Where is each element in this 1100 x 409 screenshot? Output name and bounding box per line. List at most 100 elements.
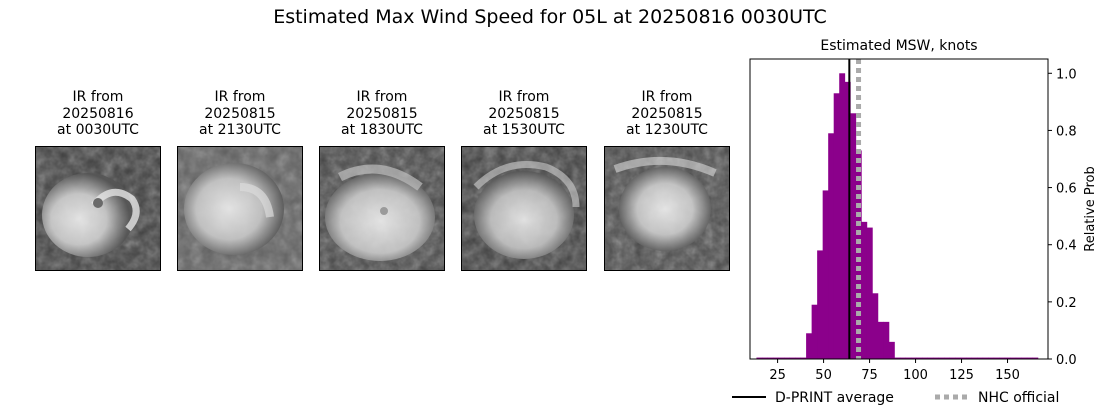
histogram-bar (800, 357, 807, 359)
x-tick-label: 25 (769, 368, 786, 383)
histogram-bar (877, 321, 884, 359)
ir-caption-line: IR from (214, 89, 266, 105)
histogram-bar (982, 357, 989, 359)
histogram-bar (883, 321, 890, 359)
legend-label: NHC official (978, 390, 1059, 406)
ir-caption-time: at 1230UTC (626, 122, 708, 138)
ir-panel: IR from 20250815 at 2130UTC (177, 89, 303, 271)
ir-caption: IR from 20250815 at 1230UTC (604, 89, 730, 141)
histogram-bar (817, 250, 824, 359)
histogram-bar (993, 357, 1000, 359)
histogram-bar (861, 221, 868, 359)
histogram-bar (933, 357, 939, 359)
ir-caption: IR from 20250815 at 2130UTC (177, 89, 303, 141)
histogram-bar (999, 357, 1006, 359)
histogram-bar (795, 357, 801, 359)
histogram-bar (938, 357, 945, 359)
ir-caption: IR from 20250816 at 0030UTC (35, 89, 161, 141)
x-tick-label: 150 (995, 368, 1020, 383)
histogram-bar (756, 357, 763, 359)
chart-title: Estimated MSW, knots (820, 38, 977, 54)
ir-caption-date: 20250815 (204, 105, 276, 122)
satellite-ir-image (35, 146, 161, 271)
y-tick-label: 1.0 (1056, 67, 1077, 82)
ir-caption-time: at 2130UTC (199, 122, 281, 138)
ir-panel: IR from 20250815 at 1230UTC (604, 89, 730, 271)
histogram-bar (955, 357, 962, 359)
histogram-bar (844, 81, 851, 359)
histogram-bar (949, 357, 956, 359)
ir-caption-time: at 0030UTC (57, 122, 139, 138)
histogram-bar (761, 357, 768, 359)
satellite-ir-image (604, 146, 730, 271)
ir-caption-time: at 1830UTC (341, 122, 423, 138)
histogram-bar (1010, 357, 1017, 359)
ir-caption-line: IR from (72, 89, 124, 105)
ir-caption-date: 20250815 (488, 105, 560, 122)
main-title: Estimated Max Wind Speed for 05L at 2025… (273, 6, 827, 28)
histogram-bar (872, 293, 879, 359)
histogram-bar (850, 113, 857, 360)
histogram-bar (772, 357, 779, 359)
histogram-bar (767, 357, 774, 359)
histogram-bar (894, 357, 901, 359)
histogram-bar (866, 227, 873, 359)
plot-frame (749, 58, 1049, 360)
histogram-bar (1026, 357, 1033, 359)
histogram-bars (756, 73, 1039, 360)
x-tick-label: 50 (815, 368, 832, 383)
histogram-bar (806, 333, 813, 359)
histogram-bar (916, 357, 923, 359)
histogram-bar (789, 357, 796, 359)
ir-caption: IR from 20250815 at 1530UTC (461, 89, 587, 141)
ir-caption-line: IR from (498, 89, 550, 105)
ir-caption-date: 20250816 (62, 105, 134, 122)
ir-panel: IR from 20250816 at 0030UTC (35, 89, 161, 271)
x-axis-ticks: 25 50 75 100 125 150 (769, 359, 1020, 383)
y-tick-label: 0.6 (1056, 182, 1077, 197)
histogram-bar (927, 357, 934, 359)
histogram-bar (1021, 357, 1028, 359)
histogram-bar (855, 150, 862, 359)
ir-caption-date: 20250815 (346, 105, 418, 122)
ir-caption-date: 20250815 (631, 105, 703, 122)
y-tick-label: 0.2 (1056, 296, 1077, 311)
ir-panel: IR from 20250815 at 1530UTC (461, 89, 587, 271)
reference-lines (848, 59, 862, 359)
ir-caption-line: IR from (356, 89, 408, 105)
x-tick-label: 75 (861, 368, 878, 383)
histogram-bar (910, 357, 917, 359)
histogram-bar (905, 357, 912, 359)
histogram-bar (888, 341, 895, 359)
ir-caption: IR from 20250815 at 1830UTC (319, 89, 445, 141)
ir-caption-line: IR from (641, 89, 693, 105)
histogram-bar (988, 357, 995, 359)
ir-panel: IR from 20250815 at 1830UTC (319, 89, 445, 271)
histogram-bar (1032, 357, 1039, 359)
histogram-bar (784, 357, 790, 359)
histogram-bar (966, 357, 973, 359)
histogram-bar (1015, 357, 1022, 359)
x-tick-label: 100 (903, 368, 928, 383)
y-axis-label: Relative Prob (1083, 166, 1098, 251)
y-tick-label: 0.4 (1056, 239, 1077, 254)
histogram-bar (921, 357, 928, 359)
histogram-bar (839, 73, 846, 360)
y-tick-label: 0.0 (1056, 353, 1077, 368)
histogram-bar (1004, 357, 1011, 359)
histogram-bar (944, 357, 950, 359)
histogram-bar (778, 357, 785, 359)
histogram-bar (822, 190, 829, 359)
histogram-bar (828, 133, 835, 359)
satellite-ir-image (461, 146, 587, 271)
y-axis-ticks: 0.0 0.2 0.4 0.6 0.8 1.0 (1048, 67, 1077, 368)
histogram-bar (960, 357, 967, 359)
satellite-ir-image (319, 146, 445, 271)
histogram-bar (811, 304, 818, 359)
ir-caption-time: at 1530UTC (483, 122, 565, 138)
legend: D-PRINT average NHC official (732, 390, 1059, 406)
histogram-bar (833, 93, 840, 360)
satellite-ir-image (177, 146, 303, 271)
x-tick-label: 125 (949, 368, 974, 383)
